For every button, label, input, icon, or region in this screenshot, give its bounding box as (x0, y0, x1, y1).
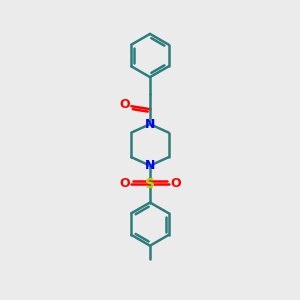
Text: S: S (145, 177, 155, 190)
Text: N: N (145, 118, 155, 131)
Text: N: N (145, 159, 155, 172)
Text: O: O (119, 98, 130, 111)
Text: O: O (170, 177, 181, 190)
Text: O: O (119, 177, 130, 190)
